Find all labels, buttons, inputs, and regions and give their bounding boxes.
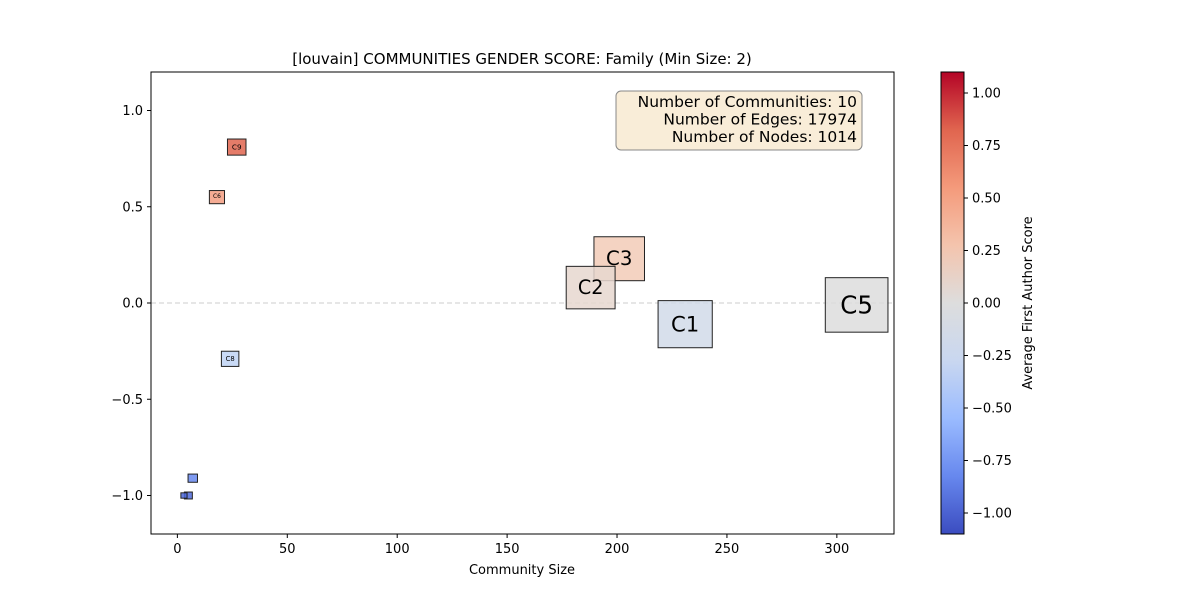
y-tick-label: 0.0 bbox=[122, 297, 143, 312]
y-tick-label: 1.0 bbox=[122, 104, 143, 119]
colorbar-tick: 0.50 bbox=[964, 192, 1001, 207]
colorbar-tick-label: 0.00 bbox=[972, 297, 1001, 312]
colorbar-tick: −0.25 bbox=[964, 349, 1012, 364]
colorbar-tick-label: −0.75 bbox=[972, 454, 1012, 469]
y-tick: 1.0 bbox=[122, 104, 151, 119]
community-box bbox=[220, 350, 240, 367]
info-line: Number of Edges: 17974 bbox=[663, 111, 857, 129]
x-tick-label: 150 bbox=[495, 542, 520, 557]
x-tick: 50 bbox=[279, 534, 296, 557]
colorbar-tick-label: 0.25 bbox=[972, 244, 1001, 259]
info-box-frame bbox=[615, 90, 863, 151]
y-tick: −1.0 bbox=[111, 489, 151, 504]
x-tick-label: 50 bbox=[279, 542, 296, 557]
x-axis-label: Community Size bbox=[469, 563, 575, 578]
community-c2: C2 bbox=[565, 265, 616, 310]
community-unlabeled bbox=[180, 492, 188, 499]
colorbar-tick-label: 0.50 bbox=[972, 192, 1001, 207]
community-box bbox=[824, 277, 889, 333]
community-c5: C5 bbox=[824, 277, 889, 333]
x-tick: 250 bbox=[715, 534, 740, 557]
community-box bbox=[565, 265, 616, 310]
community-label: C6 bbox=[213, 194, 221, 200]
community-box bbox=[180, 492, 188, 499]
colorbar: −1.00 −0.75 −0.50 −0.25 0.00 0.25 0.50 0.75 1.00 bbox=[940, 71, 1012, 535]
x-tick: 300 bbox=[824, 534, 849, 557]
community-label: C8 bbox=[226, 355, 235, 363]
info-line: Number of Communities: 10 bbox=[638, 93, 857, 111]
community-c9: C9 bbox=[226, 138, 247, 156]
colorbar-tick-label: −0.50 bbox=[972, 402, 1012, 417]
x-tick: 0 bbox=[173, 534, 182, 557]
y-tick-label: 0.5 bbox=[122, 200, 143, 215]
colorbar-tick: 0.00 bbox=[964, 297, 1001, 312]
community-box bbox=[657, 300, 713, 349]
colorbar-tick-label: 0.75 bbox=[972, 139, 1001, 154]
colorbar-tick-label: −1.00 bbox=[972, 507, 1012, 522]
colorbar-gradient bbox=[940, 71, 965, 535]
x-tick: 200 bbox=[605, 534, 630, 557]
y-tick: 0.0 bbox=[122, 297, 151, 312]
community-box bbox=[208, 190, 226, 205]
y-tick: −0.5 bbox=[111, 393, 151, 408]
colorbar-tick: 0.25 bbox=[964, 244, 1001, 259]
community-label: C1 bbox=[671, 312, 699, 337]
community-label: C3 bbox=[606, 247, 632, 270]
colorbar-tick-label: −0.25 bbox=[972, 349, 1012, 364]
x-tick: 100 bbox=[385, 534, 410, 557]
community-unlabeled bbox=[187, 473, 198, 483]
colorbar-tick: −0.50 bbox=[964, 402, 1012, 417]
community-c6: C6 bbox=[208, 190, 226, 205]
community-c8: C8 bbox=[220, 350, 240, 367]
x-tick-label: 0 bbox=[173, 542, 181, 557]
colorbar-tick: 0.75 bbox=[964, 139, 1001, 154]
y-tick: 0.5 bbox=[122, 200, 151, 215]
x-tick-label: 250 bbox=[715, 542, 740, 557]
colorbar-tick: 1.00 bbox=[964, 87, 1001, 102]
x-tick: 150 bbox=[495, 534, 520, 557]
x-tick-label: 300 bbox=[824, 542, 849, 557]
colorbar-tick: −0.75 bbox=[964, 454, 1012, 469]
x-tick-label: 200 bbox=[605, 542, 630, 557]
community-box bbox=[187, 473, 198, 483]
community-c1: C1 bbox=[657, 300, 713, 349]
colorbar-tick: −1.00 bbox=[964, 507, 1012, 522]
community-label: C5 bbox=[840, 290, 873, 319]
colorbar-tick-label: 1.00 bbox=[972, 87, 1001, 102]
x-tick-label: 100 bbox=[385, 542, 410, 557]
y-tick-label: −0.5 bbox=[111, 393, 143, 408]
community-label: C2 bbox=[578, 276, 604, 299]
community-label: C9 bbox=[232, 143, 242, 152]
info-line: Number of Nodes: 1014 bbox=[672, 128, 857, 146]
y-tick-label: −1.0 bbox=[111, 489, 143, 504]
chart-title: [louvain] COMMUNITIES GENDER SCORE: Fami… bbox=[292, 50, 752, 68]
community-box bbox=[226, 138, 247, 156]
colorbar-label: Average First Author Score bbox=[1021, 216, 1036, 389]
